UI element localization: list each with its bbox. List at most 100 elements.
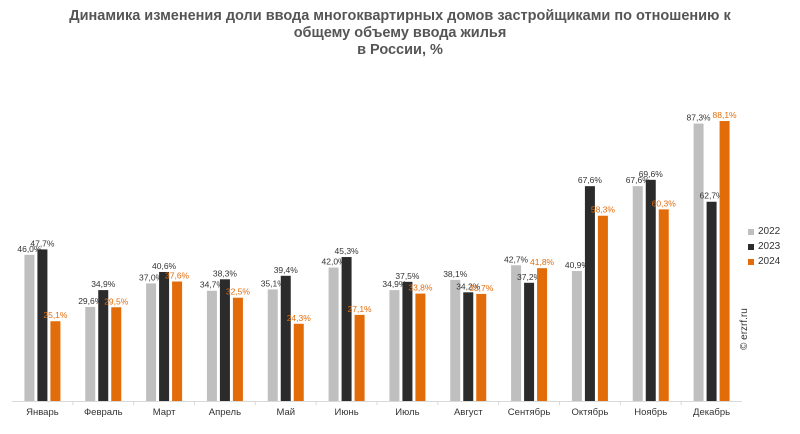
bar-2024-11 xyxy=(658,209,669,401)
bar-2024-3 xyxy=(172,281,183,401)
x-tick-label: Июль xyxy=(395,407,419,418)
data-label-2023-5: 39,4% xyxy=(274,265,299,275)
legend-swatch-2023 xyxy=(748,243,754,250)
chart-legend: 2022 2023 2024 xyxy=(748,224,780,269)
x-tick-label: Февраль xyxy=(84,407,123,418)
data-label-2022-9: 42,7% xyxy=(504,254,529,264)
bar-2022-12 xyxy=(693,123,704,401)
watermark: © erzrf.ru xyxy=(739,308,750,350)
bar-2023-4 xyxy=(219,279,230,401)
data-label-2022-8: 38,1% xyxy=(443,269,468,279)
legend-item-2022: 2022 xyxy=(748,224,780,239)
data-label-2024-11: 60,3% xyxy=(652,198,677,208)
bar-2022-4 xyxy=(206,290,217,401)
x-tick-label: Октябрь xyxy=(572,407,609,418)
bar-2023-5 xyxy=(280,275,291,401)
legend-swatch-2024 xyxy=(748,258,754,265)
bar-2024-5 xyxy=(293,323,304,401)
data-label-2023-2: 34,9% xyxy=(91,279,116,289)
x-tick-label: Июнь xyxy=(335,407,359,418)
bar-2023-12 xyxy=(706,201,717,401)
data-label-2024-3: 37,6% xyxy=(165,271,190,281)
data-label-2022-12: 87,3% xyxy=(687,113,712,123)
bar-2024-4 xyxy=(232,297,243,401)
x-tick-label: Апрель xyxy=(209,407,241,418)
bar-2022-8 xyxy=(450,279,461,401)
bar-2023-10 xyxy=(584,186,595,401)
x-tick-label: Май xyxy=(276,407,295,418)
data-label-2023-11: 69,6% xyxy=(639,169,664,179)
data-label-2022-7: 34,9% xyxy=(382,279,407,289)
data-label-2023-6: 45,3% xyxy=(335,246,360,256)
bar-2023-2 xyxy=(98,290,109,401)
bar-2023-8 xyxy=(463,292,474,401)
bar-2024-2 xyxy=(111,307,122,401)
data-label-2024-4: 32,5% xyxy=(226,287,251,297)
legend-label-2023: 2023 xyxy=(758,241,781,252)
bar-2022-10 xyxy=(571,271,582,401)
data-label-2022-2: 29,6% xyxy=(78,296,103,306)
data-label-2022-6: 42,0% xyxy=(322,257,347,267)
x-tick-label: Декабрь xyxy=(693,407,730,418)
data-label-2022-11: 67,6% xyxy=(626,175,651,185)
data-label-2022-10: 40,9% xyxy=(565,260,590,270)
chart-title-line-3: в России, % xyxy=(357,42,443,58)
legend-swatch-2022 xyxy=(748,228,754,235)
bar-2023-7 xyxy=(402,281,413,401)
data-label-2022-4: 34,7% xyxy=(200,280,225,290)
data-label-2024-1: 25,1% xyxy=(43,310,68,320)
bar-2023-1 xyxy=(37,249,48,401)
bar-2022-6 xyxy=(328,267,339,401)
x-tick-label: Сентябрь xyxy=(508,407,551,418)
chart-title-line-1: Динамика изменения доли ввода многокварт… xyxy=(69,8,731,24)
bar-2022-2 xyxy=(85,306,96,401)
bar-2024-1 xyxy=(50,321,61,401)
data-label-2024-6: 27,1% xyxy=(348,304,373,314)
x-tick-label: Март xyxy=(153,407,176,418)
chart-title: Динамика изменения доли ввода многокварт… xyxy=(0,8,800,59)
legend-item-2024: 2024 xyxy=(748,254,780,269)
data-label-2024-8: 33,7% xyxy=(469,283,494,293)
bar-2023-6 xyxy=(341,257,352,401)
data-label-2023-8: 34,2% xyxy=(456,281,481,291)
bar-2023-3 xyxy=(159,271,170,401)
bar-2023-9 xyxy=(524,282,535,401)
data-label-2022-5: 35,1% xyxy=(261,278,286,288)
data-label-2023-4: 38,3% xyxy=(213,268,238,278)
bar-2022-11 xyxy=(632,186,643,401)
x-tick-label: Январь xyxy=(26,407,59,418)
bar-2024-7 xyxy=(415,293,426,401)
data-label-2024-12: 88,1% xyxy=(713,110,738,120)
bar-2022-9 xyxy=(511,265,522,401)
legend-label-2024: 2024 xyxy=(758,256,781,267)
legend-label-2022: 2022 xyxy=(758,226,781,237)
bar-2023-11 xyxy=(645,179,656,401)
legend-item-2023: 2023 xyxy=(748,239,780,254)
data-label-2024-5: 24,3% xyxy=(287,313,312,323)
bar-2024-10 xyxy=(597,215,608,401)
data-label-2024-9: 41,8% xyxy=(530,257,555,267)
bar-2022-7 xyxy=(389,290,400,401)
x-tick-label: Ноябрь xyxy=(634,407,667,418)
data-label-2024-10: 58,3% xyxy=(591,205,616,215)
bar-2024-9 xyxy=(537,268,548,401)
data-label-2024-2: 29,5% xyxy=(104,296,129,306)
data-label-2023-7: 37,5% xyxy=(395,271,420,281)
bar-2022-5 xyxy=(267,289,278,401)
data-label-2023-9: 37,2% xyxy=(517,272,542,282)
data-label-2023-3: 40,6% xyxy=(152,261,177,271)
data-label-2024-7: 33,8% xyxy=(408,283,433,293)
bar-2024-6 xyxy=(354,314,365,401)
x-tick-label: Август xyxy=(454,407,483,418)
bar-2024-12 xyxy=(719,121,730,401)
chart-title-line-2: общему объему ввода жилья xyxy=(293,25,507,41)
data-label-2023-12: 62,7% xyxy=(700,191,725,201)
data-label-2023-10: 67,6% xyxy=(578,175,603,185)
data-label-2022-1: 46,0% xyxy=(17,244,42,254)
bar-2022-1 xyxy=(24,254,35,401)
data-label-2023-1: 47,7% xyxy=(30,238,55,248)
bar-2024-8 xyxy=(476,293,487,401)
data-label-2022-3: 37,0% xyxy=(139,272,164,282)
bar-2022-3 xyxy=(146,283,157,401)
